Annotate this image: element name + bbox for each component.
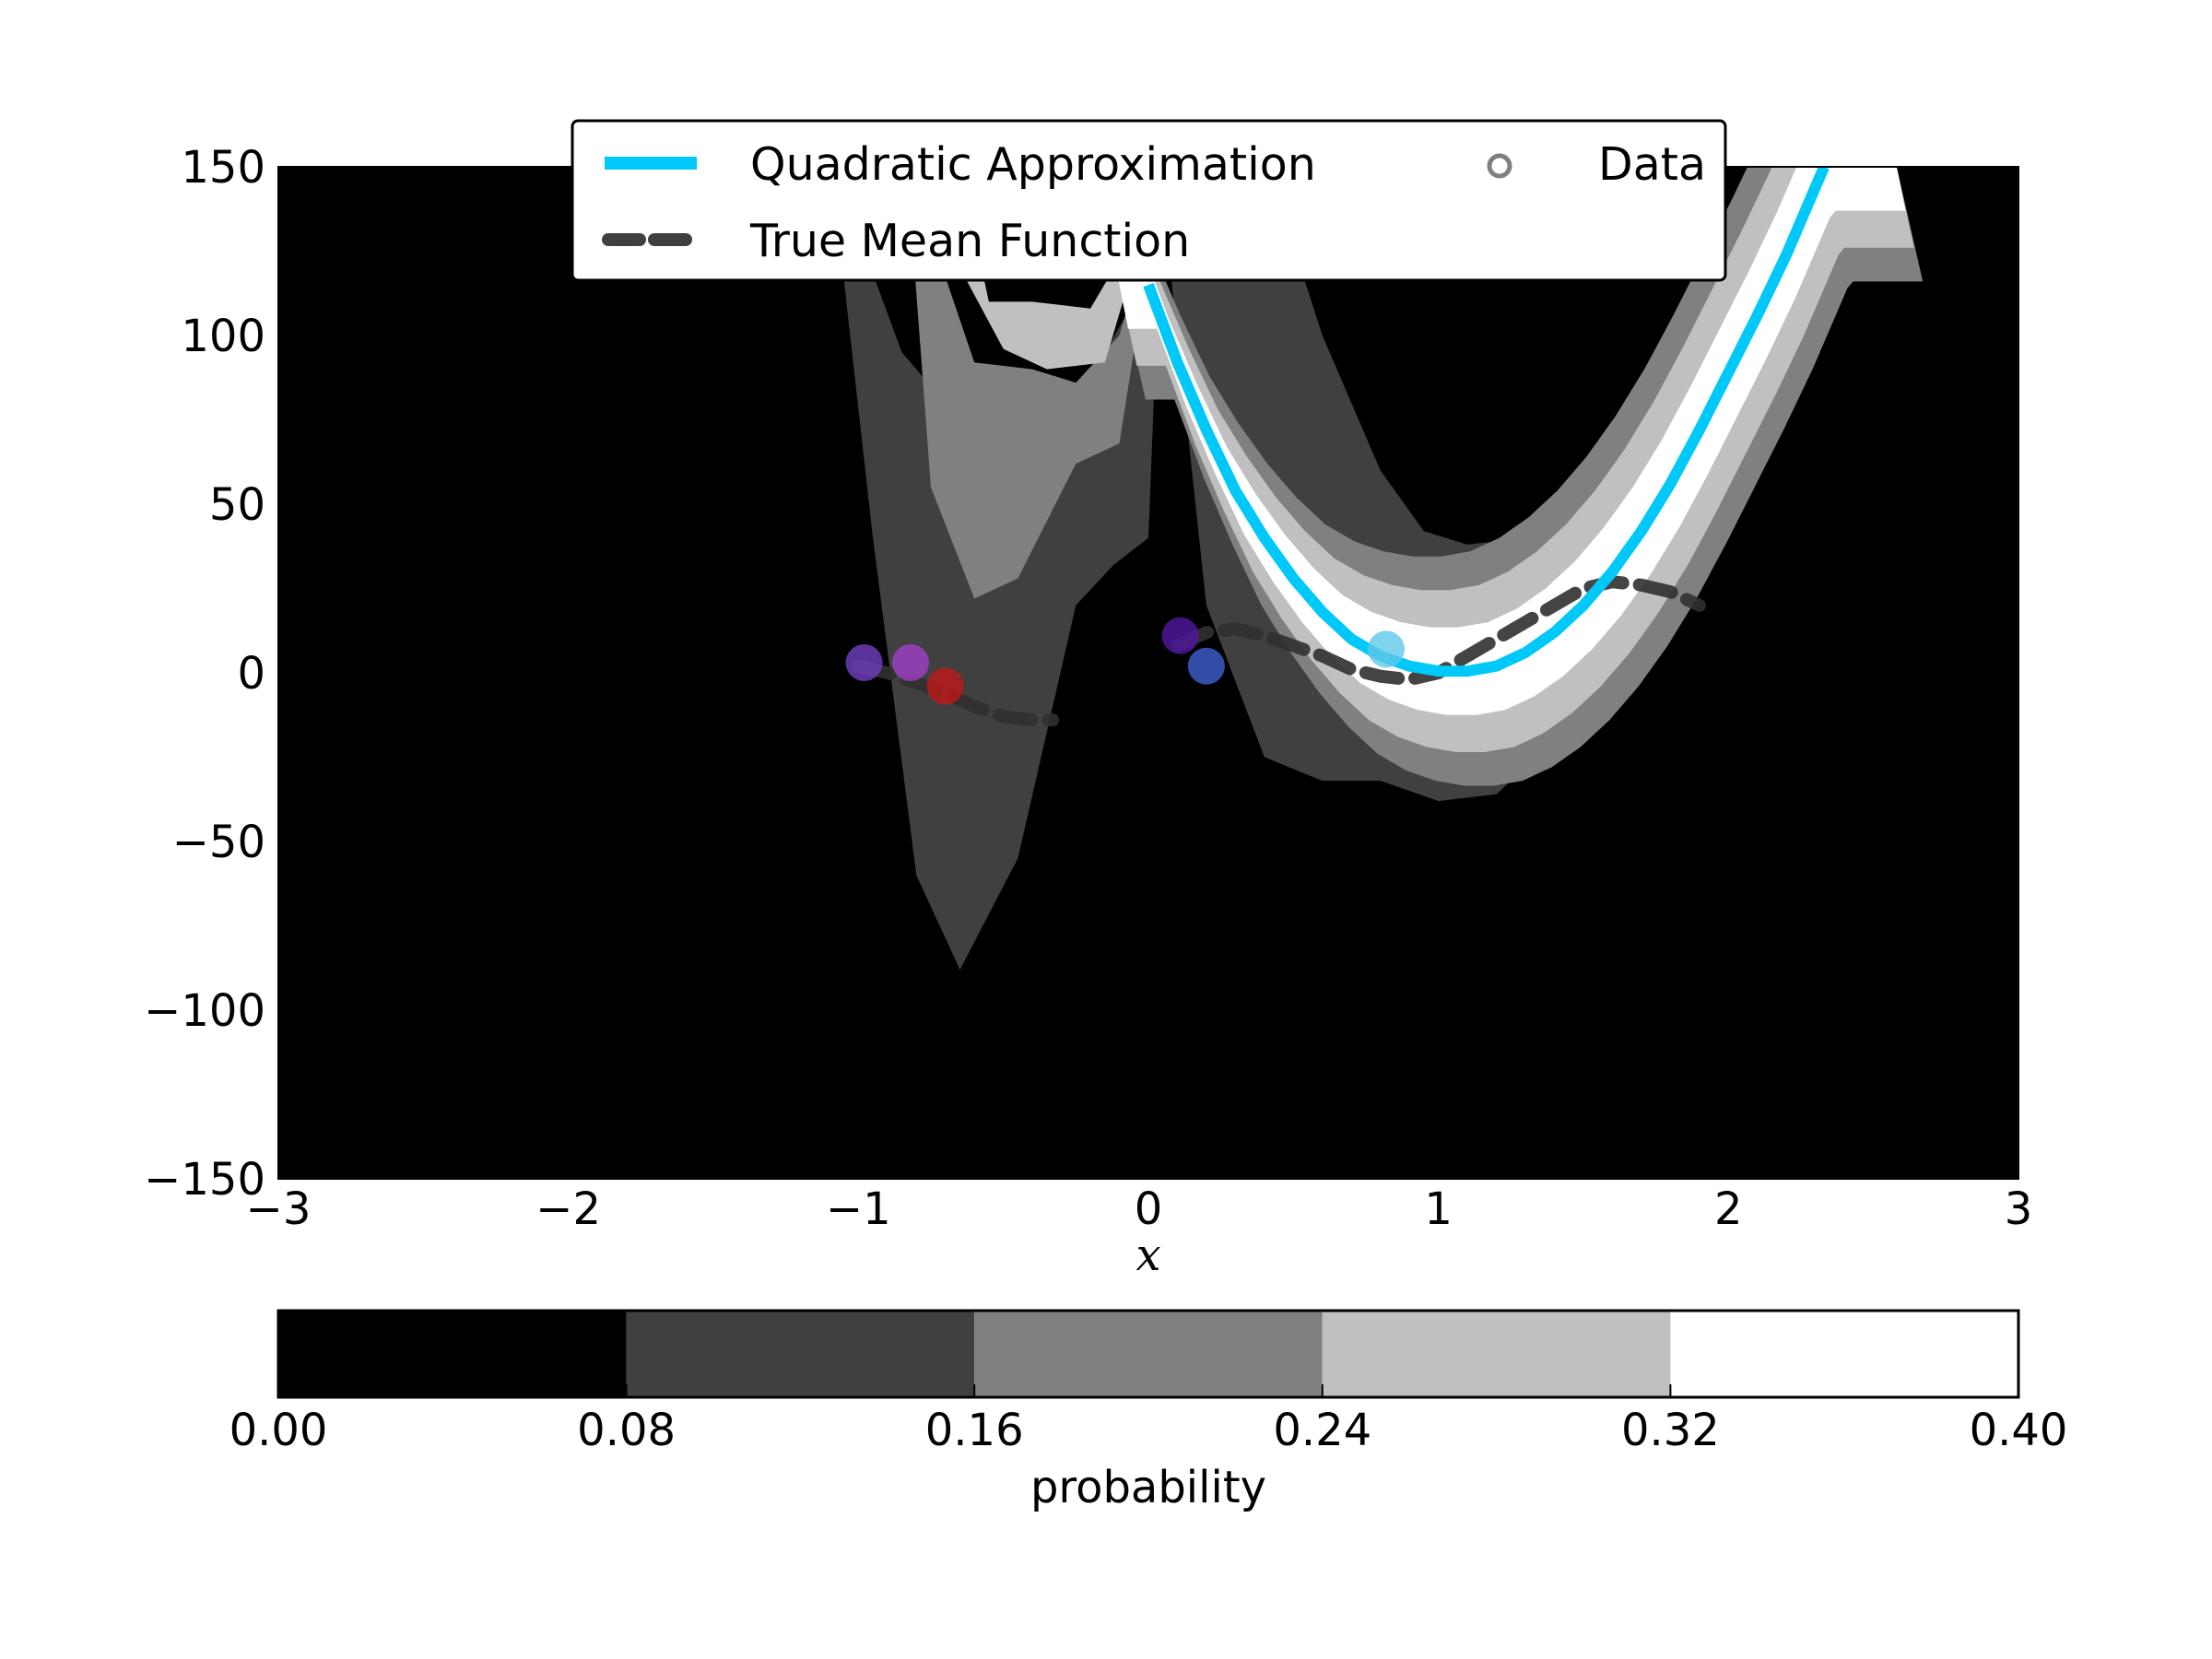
legend-label-data: Data <box>1598 138 1706 191</box>
x-tick-label: 1 <box>1424 1183 1453 1235</box>
legend-label-true-mean: True Mean Function <box>749 215 1190 267</box>
series-lines <box>852 167 1830 727</box>
x-tick-label: −1 <box>826 1183 891 1235</box>
data-point-1 <box>845 644 883 681</box>
contour-band-left-3 <box>951 167 1163 370</box>
x-tick-label: 2 <box>1714 1183 1743 1235</box>
data-point-5 <box>1187 647 1225 685</box>
data-point-4 <box>1161 617 1199 654</box>
y-tick-label: 100 <box>181 311 265 362</box>
x-tick-label: −2 <box>535 1183 601 1235</box>
y-tick-label: −150 <box>144 1154 265 1206</box>
series-line-true-mean-left <box>852 659 1060 727</box>
colorbar <box>278 1311 2018 1397</box>
y-tick-label: −100 <box>144 985 265 1037</box>
colorbar-tick-label: 0.24 <box>1273 1405 1371 1456</box>
x-tick-label: 0 <box>1135 1183 1163 1235</box>
data-point-2 <box>892 644 929 681</box>
x-tick-label: 3 <box>2005 1183 2033 1235</box>
x-axis-label: x <box>1135 1230 1160 1281</box>
contour-band-main-4 <box>1111 167 1906 715</box>
colorbar-tick-label: 0.32 <box>1621 1405 1720 1456</box>
legend-label-quadratic: Quadratic Approximation <box>750 138 1316 191</box>
y-tick-label: 0 <box>237 648 265 700</box>
contour-bands <box>830 167 1924 971</box>
legend-marker-data <box>1487 153 1512 179</box>
colorbar-segment <box>1322 1311 1671 1397</box>
colorbar-label: probability <box>1030 1462 1266 1513</box>
colorbar-segment <box>1670 1311 2018 1397</box>
y-tick-label: 50 <box>209 479 265 531</box>
data-point-6 <box>1368 630 1405 668</box>
colorbar-tick-label: 0.00 <box>229 1405 328 1456</box>
legend-frame <box>571 119 1727 282</box>
colorbar-segment <box>278 1311 627 1397</box>
colorbar-tick-label: 0.16 <box>925 1405 1024 1456</box>
colorbar-tick-label: 0.40 <box>1970 1405 2068 1456</box>
contour-band-left-2 <box>906 167 1163 599</box>
colorbar-segment <box>974 1311 1323 1397</box>
data-points <box>845 617 1405 705</box>
legend: Quadratic Approximation True Mean Functi… <box>571 119 1727 282</box>
y-tick-label: −50 <box>172 817 265 868</box>
colorbar-tick-label: 0.08 <box>577 1405 676 1456</box>
y-tick-label: 150 <box>181 142 265 194</box>
y-axis-ticks: 150 100 50 0 −50 −100 −150 <box>144 142 291 1206</box>
colorbar-frame <box>276 1309 2020 1399</box>
series-line-quadratic <box>1143 167 1830 677</box>
x-axis-ticks: −3 −2 −1 0 1 2 3 <box>246 167 2033 1235</box>
data-point-3 <box>926 667 964 705</box>
x-tick-label: −3 <box>246 1183 312 1235</box>
colorbar-ticks: 0.00 0.08 0.16 0.24 0.32 0.40 <box>229 1384 2068 1456</box>
colorbar-segment <box>626 1311 975 1397</box>
